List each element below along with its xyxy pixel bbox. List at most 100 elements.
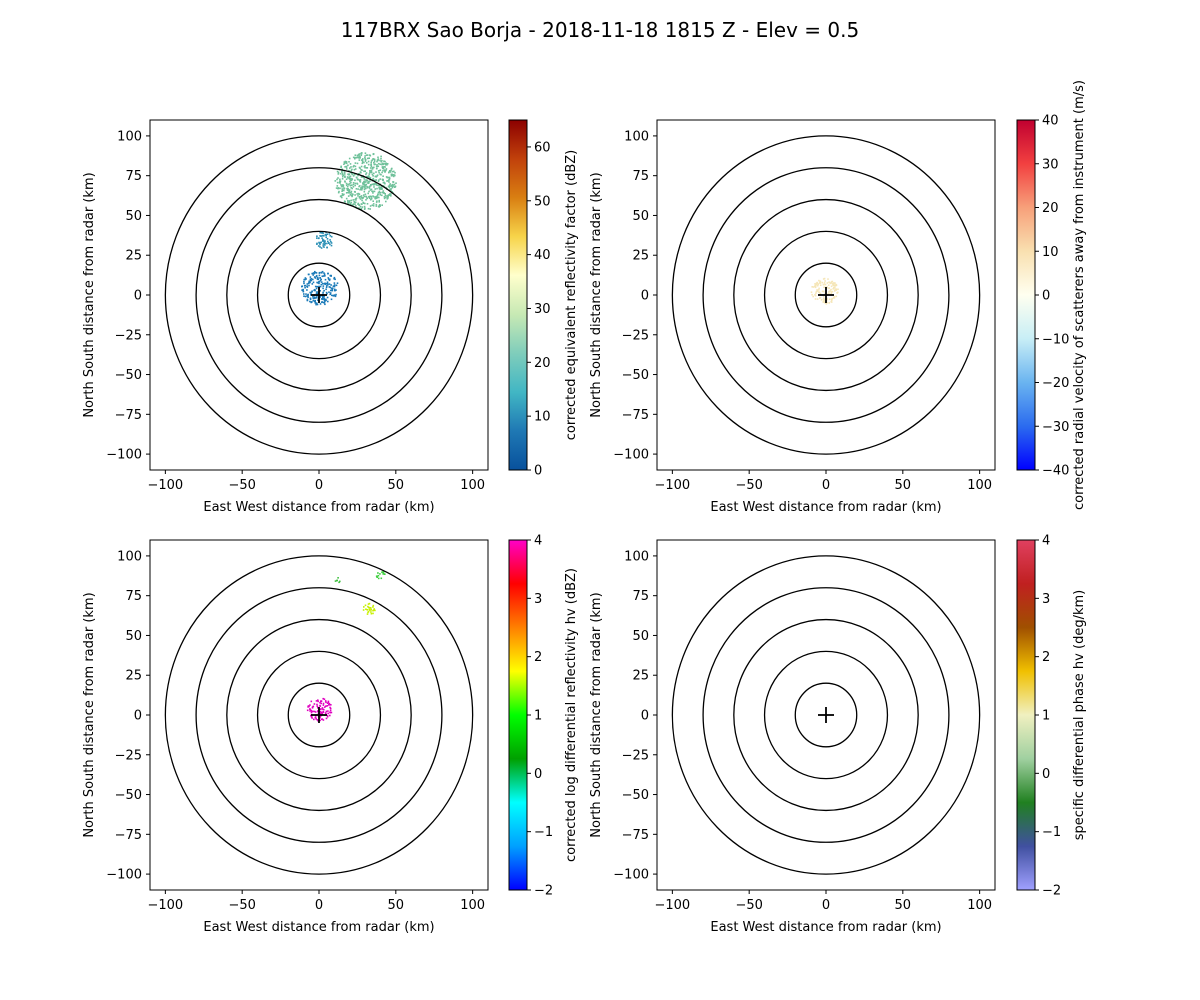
echo-pixel: [374, 179, 376, 182]
echo-pixel: [350, 199, 353, 202]
echo-pixel: [367, 610, 370, 613]
echo-pixel: [370, 184, 372, 186]
echo-pixel: [816, 284, 819, 287]
echo-pixel: [314, 297, 317, 299]
echo-pixel: [381, 162, 384, 165]
echo-pixel: [386, 180, 388, 182]
echo-pixel: [304, 278, 306, 281]
echo-pixel: [321, 707, 324, 709]
echo-pixel: [321, 235, 323, 237]
echo-pixel: [339, 195, 342, 198]
echo-pixel: [310, 716, 313, 718]
echo-pixel: [372, 609, 374, 612]
echo-pixel: [831, 297, 833, 300]
echo-pixel: [323, 275, 325, 277]
echo-pixel: [322, 708, 324, 711]
echo-pixel: [364, 193, 367, 196]
echo-pixel: [324, 700, 327, 702]
echo-pixel: [374, 182, 377, 185]
echo-pixel: [379, 169, 382, 171]
echo-pixel: [351, 195, 353, 198]
echo-pixel: [365, 608, 367, 610]
y-tick-label: 100: [117, 549, 142, 564]
range-ring-20km: [287, 262, 351, 328]
echo-pixel: [390, 193, 392, 195]
y-tick-label: −50: [115, 788, 142, 803]
echo-pixel: [351, 184, 353, 186]
echo-pixel: [350, 192, 352, 194]
echo-pixel: [358, 154, 360, 157]
echo-pixel: [390, 173, 393, 176]
echo-pixel: [383, 197, 386, 200]
echo-pixel: [826, 282, 829, 284]
echo-pixel: [379, 188, 381, 190]
echo-pixel: [377, 184, 379, 187]
echo-pixel: [306, 285, 308, 287]
echo-pixel: [317, 282, 319, 284]
range-ring-100km: [164, 135, 474, 455]
echo-pixel: [303, 293, 305, 295]
echo-pixel: [312, 278, 314, 281]
echo-pixel: [359, 181, 362, 183]
echo-pixel: [317, 245, 320, 247]
range-ring-60km: [226, 198, 412, 392]
echo-pixel: [370, 163, 372, 166]
echo-pixel: [322, 285, 325, 287]
echo-pixel: [378, 201, 380, 203]
echo-pixel: [384, 194, 387, 197]
echo-pixel: [315, 292, 318, 295]
echo-pixel: [319, 711, 322, 713]
y-tick-label: 25: [125, 249, 142, 264]
echo-pixel: [323, 698, 326, 700]
echo-pixel: [372, 205, 375, 207]
echo-pixel: [365, 162, 368, 164]
echo-pixel: [324, 278, 327, 281]
echo-pixel: [327, 700, 330, 703]
echo-pixel: [833, 295, 836, 298]
echo-pixel: [335, 293, 337, 296]
echo-pixel: [313, 289, 315, 292]
echo-pixel: [355, 199, 357, 201]
echo-pixel: [362, 158, 364, 160]
echo-pixel: [384, 193, 386, 195]
echo-pixel: [390, 195, 392, 197]
echo-pixel: [319, 231, 321, 234]
echo-pixel: [380, 160, 382, 163]
echo-pixel: [330, 704, 332, 706]
echo-pixel: [320, 247, 323, 249]
echo-pixel: [314, 711, 317, 713]
echo-pixel: [376, 200, 378, 202]
echo-pixel: [358, 179, 361, 181]
echo-pixel: [349, 167, 351, 169]
range-ring-40km: [256, 230, 382, 360]
echo-pixel: [363, 170, 365, 173]
echo-pixel: [816, 289, 818, 291]
echo-pixel: [308, 281, 310, 284]
echo-pixel: [387, 194, 390, 196]
echo-pixel: [373, 183, 375, 185]
echo-pixel: [349, 178, 352, 181]
echo-pixel: [814, 286, 817, 289]
echo-pixel: [331, 289, 334, 292]
x-axis-label: East West distance from radar (km): [203, 500, 434, 515]
echo-pixel: [350, 172, 353, 175]
echo-pixel: [822, 298, 825, 300]
echo-pixel: [373, 186, 375, 188]
echo-layer: [810, 277, 839, 305]
colorbar-tick-label: 20: [1042, 201, 1059, 216]
echo-pixel: [369, 189, 372, 191]
colorbar-tick-label: 4: [534, 534, 542, 549]
y-tick-label: −75: [622, 408, 649, 423]
echo-pixel: [369, 205, 372, 207]
echo-pixel: [326, 242, 328, 245]
echo-pixel: [354, 157, 356, 160]
echo-pixel: [305, 293, 307, 295]
echo-pixel: [395, 182, 397, 184]
x-tick-label: 100: [460, 478, 485, 493]
colorbar-tick-label: −1: [534, 825, 553, 840]
echo-pixel: [347, 177, 349, 179]
echo-pixel: [831, 299, 833, 301]
echo-pixel: [391, 183, 394, 186]
echo-pixel: [323, 301, 326, 304]
